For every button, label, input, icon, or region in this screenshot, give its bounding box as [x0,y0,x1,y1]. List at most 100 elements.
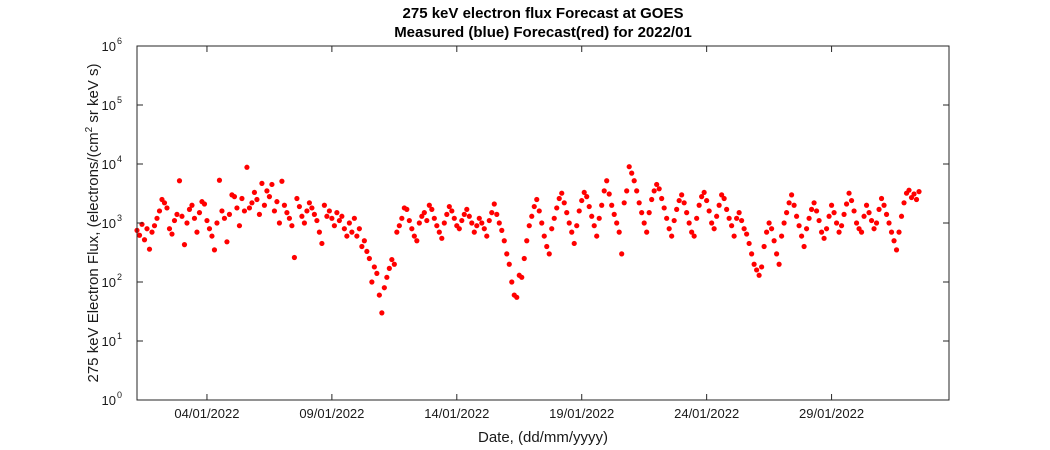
x-tick-label: 29/01/2022 [799,406,864,421]
data-point [554,205,560,211]
data-point [486,217,492,224]
x-tick-label: 04/01/2022 [174,406,239,421]
data-point [676,197,682,204]
data-point [274,199,280,205]
data-point [771,238,777,244]
data-point [209,233,215,239]
data-point [654,181,660,188]
data-point [591,223,597,229]
data-point [366,255,372,262]
y-tick-exponent: 5 [117,95,122,105]
x-axis-ticks: 04/01/2022 09/01/2022 14/01/2022 19/01/2022… [174,46,864,421]
data-point [489,210,495,216]
data-point [451,215,457,221]
data-point [411,233,417,239]
y-tick-exponent: 3 [117,213,122,223]
data-point [721,195,727,202]
data-point [186,206,193,212]
data-point [776,261,782,267]
data-point [334,210,340,216]
data-point [878,195,885,202]
data-point [709,220,715,226]
data-point [674,206,680,212]
data-point [166,226,173,232]
y-tick-exponent: 6 [117,36,122,46]
data-point [466,213,472,219]
data-point [529,213,535,219]
data-point [649,196,655,203]
data-point [169,231,175,237]
data-point [191,215,198,221]
data-point [414,238,420,244]
data-point [364,248,370,255]
data-point [766,220,772,226]
data-point [171,217,178,224]
data-point [419,213,425,219]
data-point [751,261,757,267]
data-point [359,243,365,250]
data-point [301,220,307,226]
data-point [581,189,587,196]
data-point [296,203,302,210]
data-point [361,238,367,244]
y-axis-label-superscript: 2 [84,126,95,132]
data-point [906,187,912,193]
data-point [816,217,822,224]
data-point [346,220,352,226]
data-point [786,200,792,206]
data-point [796,223,802,229]
data-point [823,226,830,232]
x-tick-label: 24/01/2022 [674,406,739,421]
data-point [446,203,452,210]
y-axis-label: 275 keV Electron Flux, (electrons/(cm2 s… [84,63,102,382]
data-point [251,189,258,196]
data-point [236,223,243,229]
data-point [494,211,500,217]
data-point [181,242,188,248]
data-point [509,279,515,285]
data-point [734,215,740,221]
data-point [151,223,158,229]
data-point [491,201,497,207]
chart-title: 275 keV electron flux Forecast at GOES [403,5,684,22]
data-point [896,229,902,235]
data-point [331,223,337,229]
data-point [526,223,532,229]
data-point [811,200,817,206]
data-point [409,226,415,232]
data-point [136,232,143,238]
data-point [806,215,812,221]
data-point [156,208,163,214]
data-point [379,310,385,316]
y-tick-exponent: 4 [117,154,122,164]
data-point [476,215,482,221]
data-point [836,229,842,235]
data-point [544,243,550,250]
data-point [656,186,662,192]
data-point [426,202,432,208]
data-point [916,189,922,195]
y-tick-exponent: 2 [117,272,122,282]
data-point [139,221,145,227]
data-point [681,200,687,206]
data-point [724,206,730,212]
data-point [761,243,767,250]
data-point [394,229,400,235]
data-point [789,192,795,198]
data-point [586,203,592,210]
y-tick-exponent: 1 [117,331,122,341]
data-point [316,229,322,235]
data-point [669,233,675,239]
data-point [459,217,465,224]
data-point [249,200,255,206]
data-point [634,188,640,194]
data-point [898,213,905,219]
data-point [349,229,355,235]
x-tick-label: 19/01/2022 [549,406,614,421]
data-point [244,164,250,170]
data-point [456,226,462,232]
data-point [351,215,357,221]
data-point [746,240,752,247]
data-point [566,220,572,226]
data-point [341,226,347,232]
